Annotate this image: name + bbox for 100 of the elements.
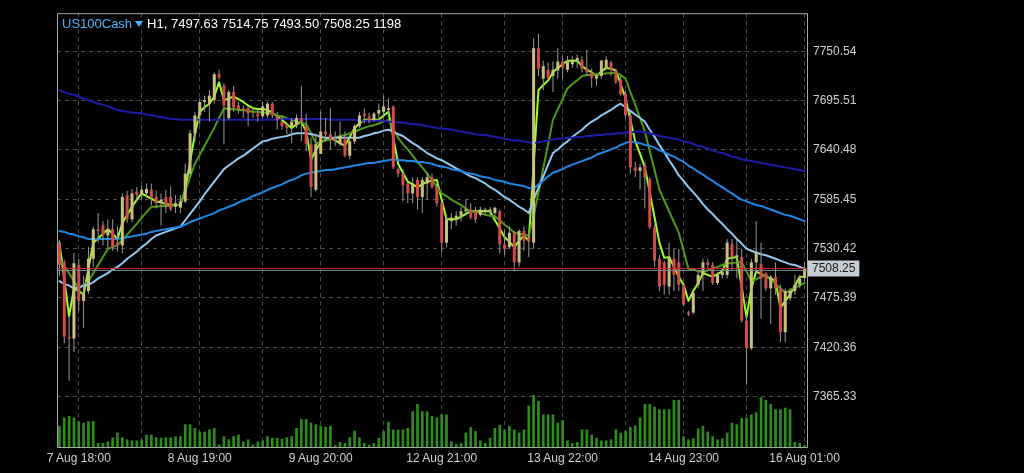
bar — [416, 404, 419, 447]
bar — [691, 438, 695, 447]
candlestick — [299, 85, 303, 142]
candlestick — [169, 185, 173, 212]
bar — [440, 414, 444, 447]
candlestick — [207, 89, 211, 123]
candlestick — [411, 176, 415, 204]
y-tick-label: 7750.54 — [813, 43, 857, 58]
candlestick — [788, 287, 792, 302]
candlestick — [382, 95, 386, 119]
bar — [256, 441, 260, 447]
candlestick — [754, 220, 758, 274]
bar — [319, 425, 323, 447]
candlestick — [774, 261, 778, 296]
y-tick-label: 7640.48 — [813, 142, 857, 157]
bar — [329, 425, 332, 447]
candlestick — [96, 212, 100, 244]
bar — [774, 409, 777, 447]
bar — [479, 440, 482, 447]
bar — [58, 425, 61, 447]
candlestick — [590, 68, 594, 89]
bar — [406, 427, 410, 447]
candlestick — [217, 69, 221, 81]
candlestick — [149, 182, 153, 206]
bar — [183, 424, 187, 447]
bar — [62, 417, 66, 447]
candlestick — [546, 62, 550, 80]
bar — [87, 421, 90, 447]
bar — [779, 409, 782, 447]
bar — [687, 439, 690, 447]
x-tick-label: 12 Aug 21:00 — [406, 450, 478, 465]
candlestick — [106, 218, 110, 250]
bar — [498, 424, 502, 447]
bar — [512, 429, 516, 447]
bar — [508, 425, 511, 447]
bar — [91, 421, 95, 447]
bar — [300, 419, 303, 447]
bar — [556, 422, 560, 447]
bar — [362, 443, 366, 447]
candlestick — [338, 121, 342, 147]
bar — [266, 436, 269, 447]
candlestick — [348, 137, 352, 160]
bar — [454, 444, 458, 447]
candlestick — [619, 75, 623, 97]
candlestick — [493, 206, 497, 218]
bar — [483, 443, 487, 447]
candlestick — [662, 260, 666, 296]
candlestick — [251, 107, 255, 119]
candlestick — [638, 163, 642, 191]
candlestick — [643, 161, 647, 210]
bar — [633, 425, 637, 447]
bar — [590, 434, 594, 447]
bar — [174, 436, 177, 447]
bar — [203, 431, 206, 447]
candlestick — [232, 85, 236, 113]
candlestick — [730, 238, 734, 271]
candlestick — [464, 199, 468, 217]
candlestick — [319, 111, 323, 155]
bar — [561, 420, 564, 447]
bar — [120, 437, 124, 447]
bar — [145, 434, 148, 447]
bar — [377, 437, 381, 447]
candlestick — [164, 189, 168, 214]
bar — [154, 437, 158, 447]
bar — [387, 421, 390, 447]
candlestick — [435, 182, 439, 208]
bar — [783, 407, 787, 447]
bar — [77, 421, 81, 447]
candlestick — [793, 274, 797, 296]
candlestick — [527, 228, 531, 258]
candlestick — [488, 206, 492, 216]
bar — [382, 431, 385, 447]
bar — [619, 432, 623, 447]
bar — [304, 419, 308, 447]
candlestick — [425, 171, 429, 201]
candlestick — [735, 238, 739, 279]
bar — [358, 437, 361, 447]
candlestick — [415, 176, 419, 210]
candlestick — [343, 131, 347, 158]
bar — [411, 411, 414, 447]
bar — [541, 414, 545, 447]
bar — [106, 441, 110, 447]
bar — [754, 412, 758, 447]
ref-line-label: 7508.25 — [812, 261, 856, 276]
bar — [716, 439, 719, 447]
bar — [469, 426, 473, 447]
bar — [290, 436, 294, 447]
candlestick — [406, 181, 410, 204]
bar — [629, 426, 632, 447]
candlestick — [536, 33, 540, 77]
bar — [658, 409, 661, 447]
bar — [111, 437, 114, 447]
bar — [324, 426, 327, 447]
y-tick-label: 7420.36 — [813, 339, 857, 354]
bar — [624, 431, 627, 447]
bar — [798, 443, 802, 447]
candlestick — [304, 113, 308, 152]
candlestick — [677, 248, 681, 292]
bar — [769, 404, 773, 447]
chart-title: US100Cash — [62, 16, 133, 32]
